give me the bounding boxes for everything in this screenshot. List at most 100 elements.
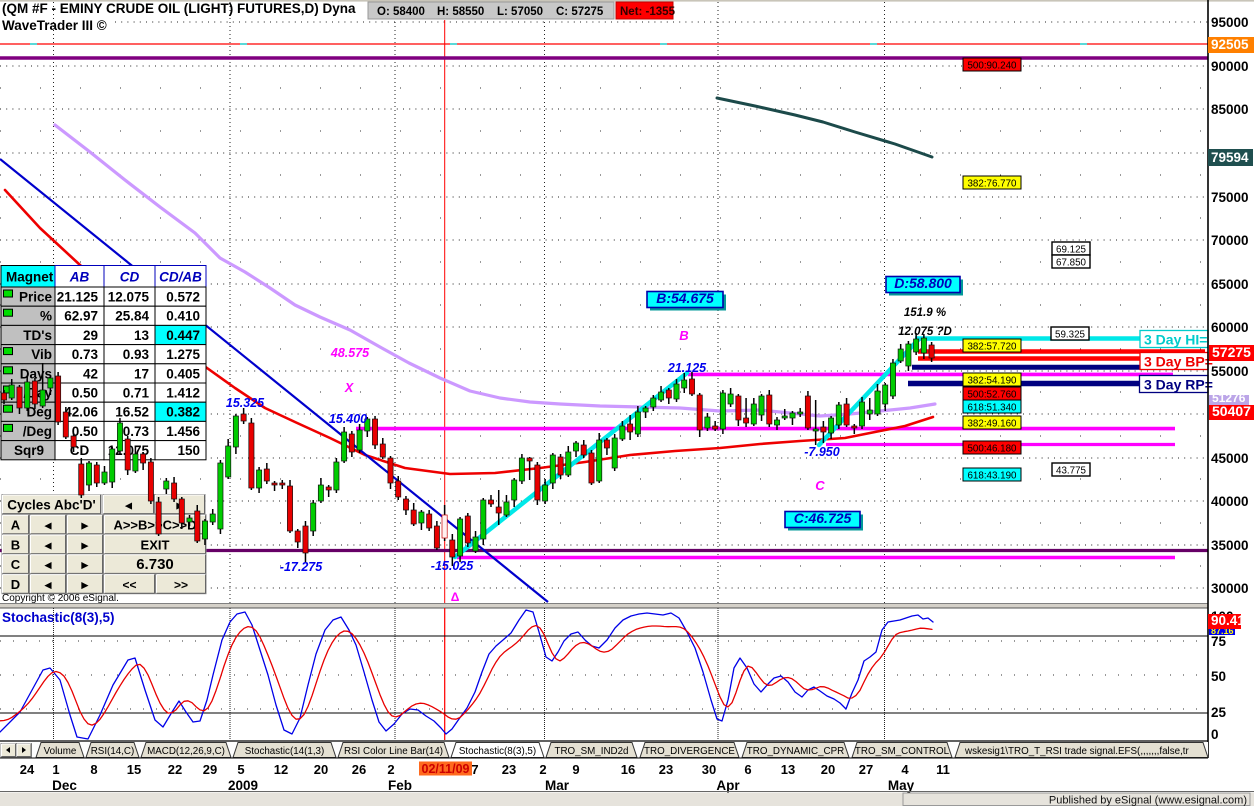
svg-text:CD: CD (120, 270, 140, 285)
svg-text:C: C (815, 478, 825, 493)
svg-text:/Deg: /Deg (23, 424, 52, 439)
svg-text:22: 22 (168, 762, 182, 777)
svg-text:618:43.190: 618:43.190 (967, 471, 1017, 482)
svg-text:20: 20 (314, 762, 328, 777)
svg-text:12.075 ?D: 12.075 ?D (898, 326, 952, 338)
svg-text:0.71: 0.71 (123, 386, 150, 401)
svg-text:23: 23 (502, 762, 516, 777)
svg-text:◄: ◄ (42, 538, 54, 552)
svg-text:CD/AB: CD/AB (159, 270, 202, 285)
svg-text:Deg: Deg (26, 405, 52, 420)
svg-text:60000: 60000 (1211, 320, 1249, 335)
svg-text:26: 26 (352, 762, 366, 777)
svg-text:5: 5 (237, 762, 244, 777)
svg-text:21.125: 21.125 (57, 290, 99, 305)
svg-text:618:51.340: 618:51.340 (967, 403, 1017, 414)
svg-text:Volume: Volume (44, 746, 77, 757)
svg-text:6.730: 6.730 (136, 556, 174, 573)
svg-text:3 Day BP=: 3 Day BP= (1144, 354, 1213, 370)
svg-text:15.325: 15.325 (226, 396, 265, 410)
svg-text:59.325: 59.325 (1055, 330, 1086, 341)
svg-text:1.456: 1.456 (166, 424, 200, 439)
svg-text:Stochastic(14(1,3): Stochastic(14(1,3) (245, 746, 325, 757)
svg-text:16: 16 (621, 762, 635, 777)
svg-text:92505: 92505 (1211, 37, 1249, 52)
svg-text:90.41: 90.41 (1211, 613, 1245, 628)
svg-text:D:58.800: D:58.800 (894, 275, 952, 291)
svg-text:50: 50 (1211, 669, 1226, 684)
svg-text:65000: 65000 (1211, 277, 1249, 292)
svg-text:◄: ◄ (42, 558, 54, 572)
svg-text:wskesig1\TRO_T_RSI trade signa: wskesig1\TRO_T_RSI trade signal.EFS(,,,,… (964, 746, 1190, 757)
svg-text:62.97: 62.97 (64, 309, 98, 324)
svg-text:Apr: Apr (716, 778, 740, 793)
svg-text:0.93: 0.93 (123, 347, 150, 362)
svg-text:51276: 51276 (1212, 391, 1246, 405)
svg-text:16.52: 16.52 (115, 405, 149, 420)
svg-text:TD's: TD's (23, 328, 52, 343)
svg-text:67.850: 67.850 (1056, 258, 1087, 269)
svg-text:17: 17 (134, 366, 149, 381)
svg-text:382:49.160: 382:49.160 (967, 419, 1017, 430)
svg-text:2: 2 (539, 762, 546, 777)
svg-text:EXIT: EXIT (141, 537, 170, 552)
svg-text:Dec: Dec (52, 778, 77, 793)
svg-text:2009: 2009 (228, 778, 258, 793)
svg-text:0.73: 0.73 (123, 424, 150, 439)
svg-text:◄: ◄ (123, 498, 135, 512)
svg-text:50407: 50407 (1212, 403, 1251, 419)
svg-text:25.84: 25.84 (115, 309, 149, 324)
svg-text:23: 23 (659, 762, 673, 777)
svg-text:<<: << (122, 578, 136, 592)
svg-text:>>: >> (174, 578, 188, 592)
svg-text:42: 42 (83, 366, 98, 381)
svg-text:15: 15 (127, 762, 141, 777)
svg-text:O: 58400: O: 58400 (377, 6, 425, 18)
svg-text:1.275: 1.275 (166, 347, 200, 362)
svg-text:35000: 35000 (1211, 538, 1249, 553)
svg-text:9: 9 (572, 762, 579, 777)
svg-text:02/11/09: 02/11/09 (422, 762, 470, 776)
svg-text:(QM #F - EMINY CRUDE OIL (LIGH: (QM #F - EMINY CRUDE OIL (LIGHT) FUTURES… (2, 1, 356, 16)
svg-text:C: 57275: C: 57275 (556, 6, 604, 18)
svg-text:13: 13 (134, 328, 150, 343)
svg-text:L: 57050: L: 57050 (497, 6, 543, 18)
svg-text:382:54.190: 382:54.190 (967, 376, 1017, 387)
svg-text:B: B (11, 537, 20, 552)
svg-text:75000: 75000 (1211, 190, 1249, 205)
svg-text:57275: 57275 (1212, 344, 1251, 360)
svg-text:7: 7 (471, 762, 478, 777)
svg-text:0.382: 0.382 (166, 405, 200, 420)
svg-text:0: 0 (1211, 727, 1219, 742)
svg-text:Δ: Δ (451, 590, 460, 604)
svg-text:85000: 85000 (1211, 102, 1249, 117)
svg-text:AB: AB (69, 270, 90, 285)
svg-text:Stochastic(8(3),5): Stochastic(8(3),5) (459, 746, 536, 757)
svg-text:8: 8 (90, 762, 97, 777)
svg-text:0.572: 0.572 (166, 290, 200, 305)
svg-text:-15.025: -15.025 (431, 559, 474, 573)
svg-text:20: 20 (821, 762, 835, 777)
svg-text:►: ► (79, 519, 91, 533)
svg-text:D: D (11, 577, 20, 592)
svg-text:WaveTrader III ©: WaveTrader III © (2, 18, 107, 33)
svg-text:3 Day HI=: 3 Day HI= (1144, 332, 1207, 348)
svg-text:%: % (40, 309, 52, 324)
svg-text:87.16: 87.16 (1211, 626, 1234, 636)
svg-text:B:54.675: B:54.675 (656, 290, 714, 306)
svg-text:12.075: 12.075 (108, 290, 150, 305)
svg-text:►: ► (79, 578, 91, 592)
svg-text:Mar: Mar (545, 778, 570, 793)
svg-text:TRO_SM_CONTROL: TRO_SM_CONTROL (855, 746, 950, 757)
svg-text:500:46.180: 500:46.180 (967, 444, 1017, 455)
svg-text:1: 1 (52, 762, 59, 777)
svg-text:90000: 90000 (1211, 59, 1249, 74)
svg-text:29: 29 (203, 762, 217, 777)
svg-text:MACD(12,26,9,C): MACD(12,26,9,C) (147, 746, 225, 757)
svg-text:30: 30 (702, 762, 716, 777)
svg-text:Stochastic(8(3),5): Stochastic(8(3),5) (2, 610, 115, 625)
svg-text:151.9 %: 151.9 % (904, 307, 946, 319)
svg-text:24: 24 (20, 762, 35, 777)
svg-text:►: ► (79, 538, 91, 552)
svg-text:Days: Days (20, 366, 52, 381)
